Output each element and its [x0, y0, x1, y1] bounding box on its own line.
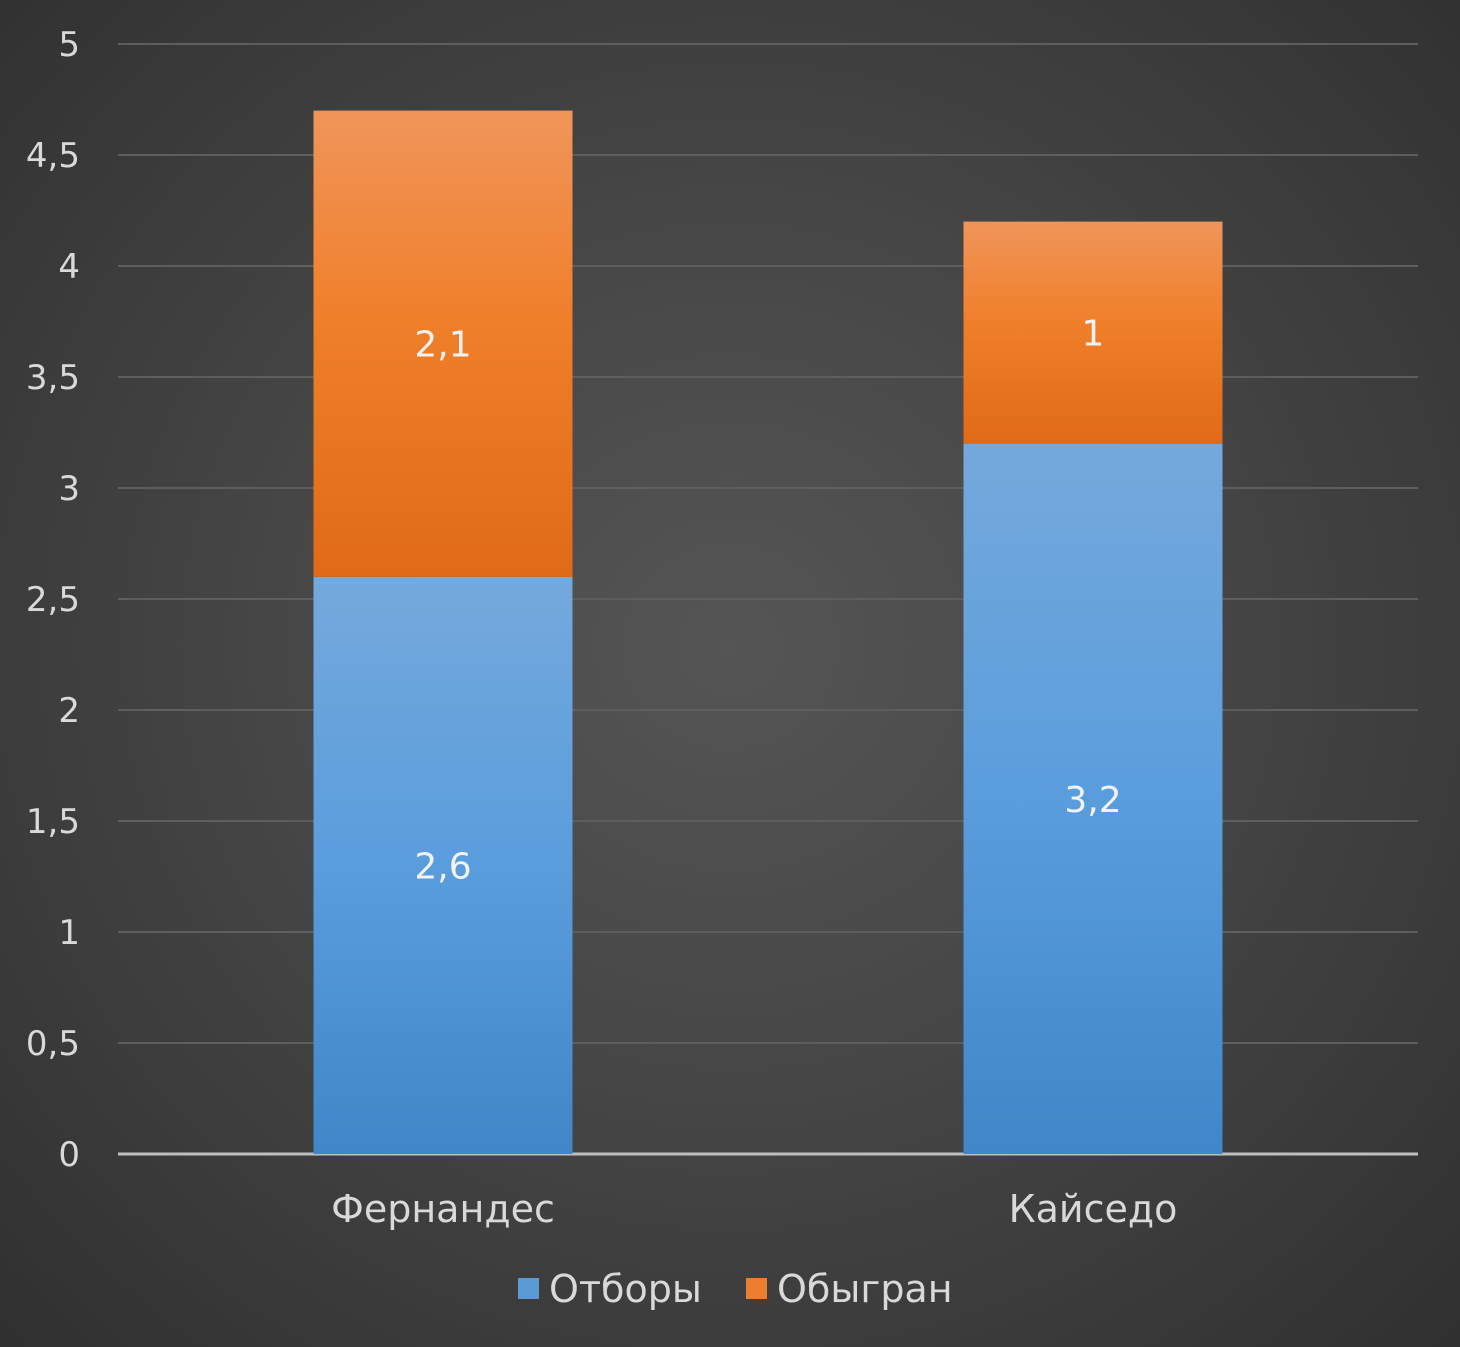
bar-segment: [963, 443, 1223, 1155]
y-tick-label: 0: [58, 1135, 80, 1175]
y-tick-label: 4: [58, 247, 80, 287]
data-label: 1: [1082, 314, 1105, 355]
data-label: 2,6: [414, 846, 471, 887]
y-tick-label: 5: [58, 25, 80, 65]
y-tick-label: 2,5: [26, 580, 80, 620]
bar-segment: [313, 576, 573, 1154]
y-tick-label: 1,5: [26, 802, 80, 842]
y-tick-label: 2: [58, 691, 80, 731]
x-axis: Фернандес Кайседо: [331, 1187, 1177, 1231]
data-labels: 2,6 2,1 3,2 1: [414, 314, 1121, 888]
gridlines: [118, 43, 1418, 1156]
bar-segment: [963, 221, 1223, 444]
legend: Отборы Обыгран: [518, 1267, 953, 1311]
legend-label: Обыгран: [777, 1267, 953, 1311]
y-tick-label: 4,5: [26, 136, 80, 176]
bars: [313, 110, 1223, 1155]
y-tick-label: 0,5: [26, 1024, 80, 1064]
y-tick-label: 3,5: [26, 358, 80, 398]
y-axis: 0 0,5 1 1,5 2 2,5 3 3,5 4 4,5 5: [26, 25, 80, 1175]
data-label: 3,2: [1064, 780, 1121, 821]
x-tick-label: Кайседо: [1009, 1187, 1178, 1231]
legend-swatch: [746, 1278, 767, 1299]
y-tick-label: 3: [58, 469, 80, 509]
legend-swatch: [518, 1278, 539, 1299]
x-tick-label: Фернандес: [331, 1187, 555, 1231]
data-label: 2,1: [414, 325, 471, 366]
legend-label: Отборы: [549, 1267, 702, 1311]
bar-segment: [313, 110, 573, 577]
y-tick-label: 1: [58, 913, 80, 953]
